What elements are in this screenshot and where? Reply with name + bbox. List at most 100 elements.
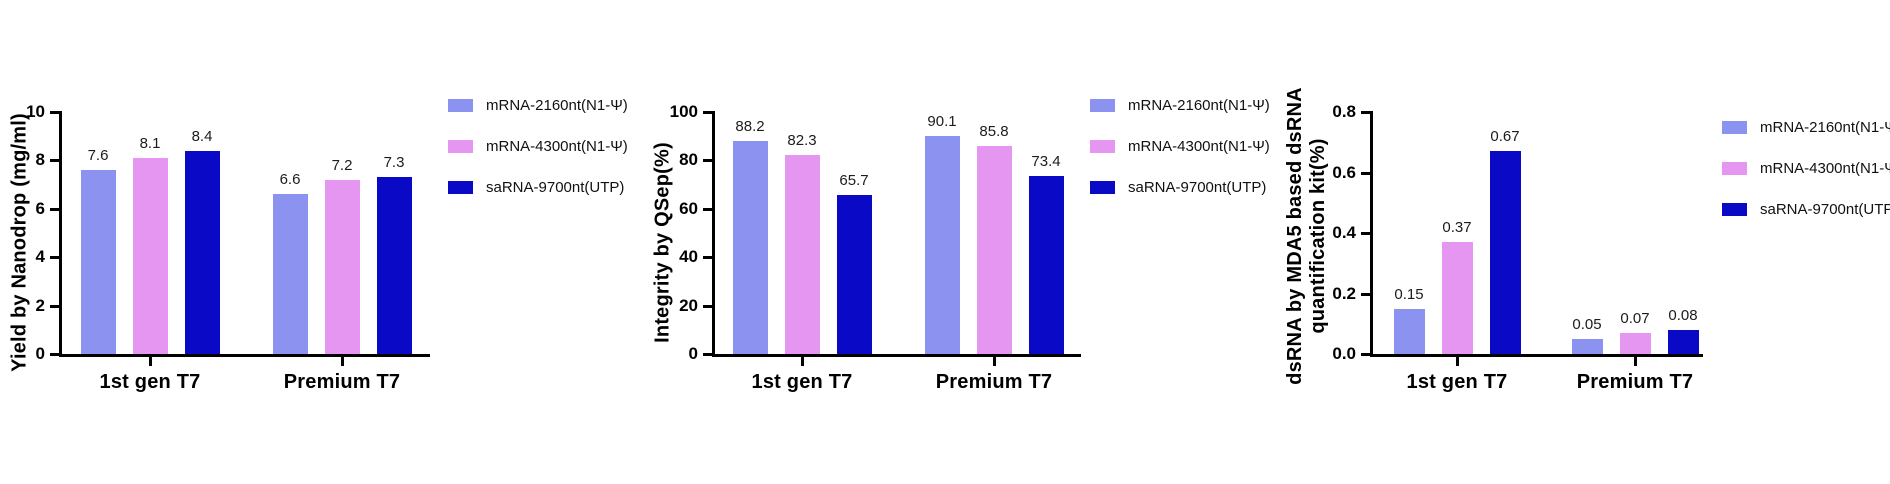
x-axis-line: [712, 354, 1081, 357]
legend-item-label: mRNA-4300nt(N1-Ψ): [1128, 138, 1270, 155]
y-tick-label: 20: [679, 295, 698, 315]
chart-panel-dsrna-by-mda5: dsRNA by MDA5 based dsRNA quantification…: [1260, 0, 1890, 484]
legend-color-swatch: [1090, 140, 1115, 153]
legend-item: mRNA-4300nt(N1-Ψ): [448, 138, 628, 155]
bar-value-label: 0.67: [1490, 128, 1520, 145]
legend-item: mRNA-2160nt(N1-Ψ): [1722, 119, 1890, 136]
y-tick-label: 6: [35, 198, 45, 218]
legend-item-label: mRNA-2160nt(N1-Ψ): [1760, 119, 1890, 136]
x-category-label: 1st gen T7: [751, 371, 853, 393]
y-tick-mark: [703, 207, 712, 211]
y-tick-label: 60: [679, 198, 698, 218]
y-tick-mark: [703, 256, 712, 260]
x-tick-mark: [993, 357, 996, 366]
legend-item: saRNA-9700nt(UTP): [1090, 179, 1270, 196]
legend-item: mRNA-2160nt(N1-Ψ): [1090, 97, 1270, 114]
legend-item-label: mRNA-4300nt(N1-Ψ): [486, 138, 628, 155]
chart-panel-integrity-by-qsep: Integrity by QSep(%) 0 20 40 60 80 100 88.2 82.…: [630, 0, 1270, 484]
bar-mRNA-4300nt(N1-Ψ)-Premium T7: [324, 180, 360, 354]
y-tick-mark: [703, 353, 712, 356]
legend-item: mRNA-4300nt(N1-Ψ): [1090, 138, 1270, 155]
bar-mRNA-4300nt(N1-Ψ)-1st gen T7: [132, 158, 168, 354]
bar-value-label: 0.05: [1572, 316, 1602, 333]
legend-color-swatch: [1722, 162, 1747, 175]
x-axis-line: [1370, 354, 1703, 357]
y-tick-mark: [703, 111, 712, 114]
bar-mRNA-2160nt(N1-Ψ)-Premium T7: [924, 136, 960, 354]
bar-saRNA-9700nt(UTP)-Premium T7: [376, 177, 412, 354]
bar-mRNA-2160nt(N1-Ψ)-1st gen T7: [80, 170, 116, 354]
x-tick-mark: [341, 357, 344, 366]
y-tick-label: 2: [35, 295, 45, 315]
y-axis-line: [712, 111, 715, 357]
y-tick-mark: [1361, 111, 1370, 114]
bar-value-label: 7.3: [383, 154, 405, 171]
legend-item-label: mRNA-2160nt(N1-Ψ): [486, 97, 628, 114]
y-tick-mark: [1361, 292, 1370, 296]
bar-mRNA-4300nt(N1-Ψ)-Premium T7: [1619, 333, 1651, 354]
y-tick-label: 0.0: [1332, 344, 1356, 363]
legend-item: mRNA-4300nt(N1-Ψ): [1722, 160, 1890, 177]
y-axis-line: [1370, 111, 1373, 357]
y-tick-label: 4: [35, 247, 45, 267]
y-tick-mark: [1361, 232, 1370, 235]
y-axis-line: [59, 111, 62, 357]
bar-value-label: 6.6: [279, 171, 301, 188]
legend-item-label: saRNA-9700nt(UTP): [1760, 201, 1890, 218]
x-tick-mark: [801, 357, 804, 366]
legend-dsrna: mRNA-2160nt(N1-Ψ) mRNA-4300nt(N1-Ψ) saRNA-…: [1722, 119, 1890, 242]
x-category-label: 1st gen T7: [1406, 371, 1508, 393]
legend-item-label: saRNA-9700nt(UTP): [486, 179, 625, 196]
bar-value-label: 90.1: [927, 113, 957, 130]
bar-saRNA-9700nt(UTP)-Premium T7: [1028, 176, 1064, 354]
y-tick-label: 0.6: [1332, 162, 1356, 182]
bar-value-label: 7.2: [331, 157, 353, 174]
bar-value-label: 85.8: [979, 123, 1009, 140]
legend-color-swatch: [1090, 99, 1115, 112]
bar-value-label: 0.08: [1668, 307, 1698, 324]
legend-color-swatch: [448, 99, 473, 112]
y-tick-mark: [50, 304, 59, 308]
bar-saRNA-9700nt(UTP)-1st gen T7: [836, 195, 872, 354]
y-tick-mark: [703, 304, 712, 308]
y-tick-mark: [50, 111, 59, 114]
legend-item: saRNA-9700nt(UTP): [448, 179, 628, 196]
y-tick-label: 100: [669, 102, 698, 121]
legend-item: mRNA-2160nt(N1-Ψ): [448, 97, 628, 114]
legend-color-swatch: [1090, 181, 1115, 194]
x-tick-mark: [1634, 357, 1637, 366]
legend-color-swatch: [448, 181, 473, 194]
bar-value-label: 65.7: [839, 172, 869, 189]
bar-value-label: 0.37: [1442, 219, 1472, 236]
y-tick-mark: [50, 256, 59, 260]
bar-saRNA-9700nt(UTP)-1st gen T7: [184, 151, 220, 354]
legend-integrity: mRNA-2160nt(N1-Ψ) mRNA-4300nt(N1-Ψ) saRNA-…: [1090, 97, 1270, 220]
legend-color-swatch: [1722, 203, 1747, 216]
x-category-label: Premium T7: [935, 371, 1053, 393]
chart-panel-yield-by-nanodrop: Yield by Nanodrop (mg/ml) 0 2 4 6 8 10 7.6 8.1 8…: [0, 0, 630, 484]
legend-color-swatch: [448, 140, 473, 153]
y-tick-label: 10: [26, 102, 45, 121]
bar-value-label: 0.15: [1394, 286, 1424, 303]
bar-value-label: 7.6: [87, 147, 109, 164]
legend-item: saRNA-9700nt(UTP): [1722, 201, 1890, 218]
legend-item-label: mRNA-4300nt(N1-Ψ): [1760, 160, 1890, 177]
y-tick-mark: [1361, 353, 1370, 356]
bar-value-label: 82.3: [787, 132, 817, 149]
bar-value-label: 88.2: [735, 118, 765, 135]
bar-mRNA-2160nt(N1-Ψ)-1st gen T7: [732, 141, 768, 354]
y-tick-label: 0.8: [1332, 102, 1356, 121]
bar-value-label: 0.07: [1620, 310, 1650, 327]
bar-mRNA-4300nt(N1-Ψ)-1st gen T7: [784, 155, 820, 354]
bar-value-label: 8.4: [191, 128, 213, 145]
y-tick-mark: [50, 353, 59, 356]
y-tick-mark: [1361, 171, 1370, 175]
y-tick-label: 40: [679, 247, 698, 267]
bar-mRNA-2160nt(N1-Ψ)-Premium T7: [272, 194, 308, 354]
legend-item-label: saRNA-9700nt(UTP): [1128, 179, 1267, 196]
y-tick-mark: [703, 159, 712, 163]
bar-mRNA-2160nt(N1-Ψ)-Premium T7: [1571, 339, 1603, 354]
y-tick-label: 0: [688, 344, 698, 363]
bar-saRNA-9700nt(UTP)-Premium T7: [1667, 330, 1699, 354]
x-tick-mark: [149, 357, 152, 366]
